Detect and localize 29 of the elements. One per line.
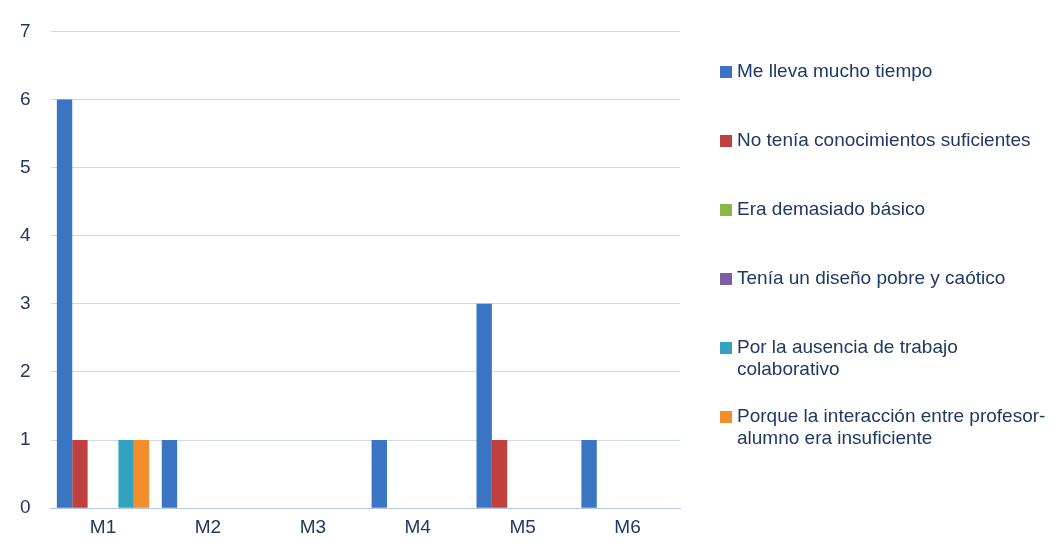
y-tick-label: 0 <box>19 496 31 518</box>
legend-label: Me lleva mucho tiempo <box>737 60 933 82</box>
y-tick-label: 2 <box>19 360 31 382</box>
bar <box>133 440 150 508</box>
bar <box>56 99 73 508</box>
bar <box>72 440 88 508</box>
bar <box>491 440 508 508</box>
y-tick-label: 7 <box>19 19 31 41</box>
x-tick-label: M5 <box>509 515 536 537</box>
legend-label: Porque la interacción entre profesor-alumno era insuficiente <box>737 405 1047 449</box>
legend-label: Tenía un diseño pobre y caótico <box>737 267 1006 289</box>
y-tick-label: 1 <box>19 428 31 450</box>
legend-label: Era demasiado básico <box>737 198 925 220</box>
legend-label: Por la ausencia de trabajo colaborativo <box>737 336 959 380</box>
x-tick-label: M4 <box>404 515 432 537</box>
x-tick-label: M2 <box>194 515 222 537</box>
y-tick-label: 6 <box>19 87 31 109</box>
legend-label: No tenía conocimientos suficientes <box>737 129 1031 151</box>
x-tick-label: M1 <box>89 515 117 537</box>
bar <box>161 440 178 508</box>
y-tick-label: 3 <box>19 292 31 314</box>
bar <box>118 440 134 508</box>
bar <box>371 440 387 508</box>
bar <box>581 440 597 508</box>
x-tick-label: M6 <box>614 515 641 537</box>
y-tick-label: 5 <box>19 155 31 177</box>
x-tick-label: M3 <box>299 515 327 537</box>
y-tick-label: 4 <box>19 223 31 245</box>
bar <box>476 303 492 508</box>
